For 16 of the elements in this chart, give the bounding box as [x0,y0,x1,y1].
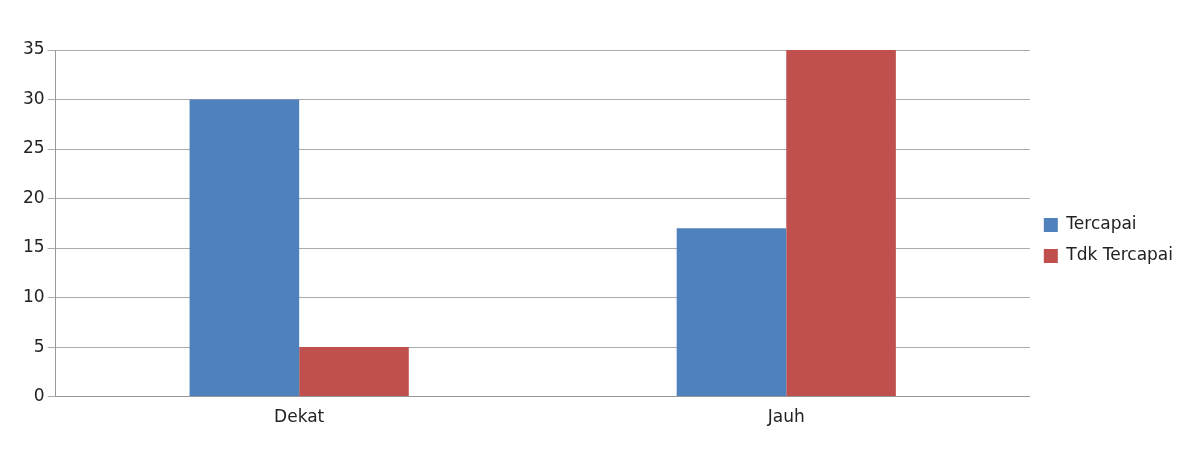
y-tick-label: 30 [22,87,45,108]
y-tick-label: 0 [33,385,45,406]
bar [189,99,300,397]
bar [786,50,896,397]
y-tick-label: 35 [22,38,45,59]
y-tick-label: 20 [22,186,45,207]
bar [676,228,787,397]
bar [299,347,409,397]
x-tick-label: Jauh [766,406,805,427]
y-tick-label: 25 [22,137,45,158]
y-tick-label: 15 [22,236,45,257]
y-tick-label: 5 [33,335,45,356]
y-tick-label: 10 [22,285,45,306]
legend-label: Tdk Tercapai [1065,244,1174,265]
x-tick-label: Dekat [274,406,325,427]
legend-label: Tercapai [1065,213,1137,234]
